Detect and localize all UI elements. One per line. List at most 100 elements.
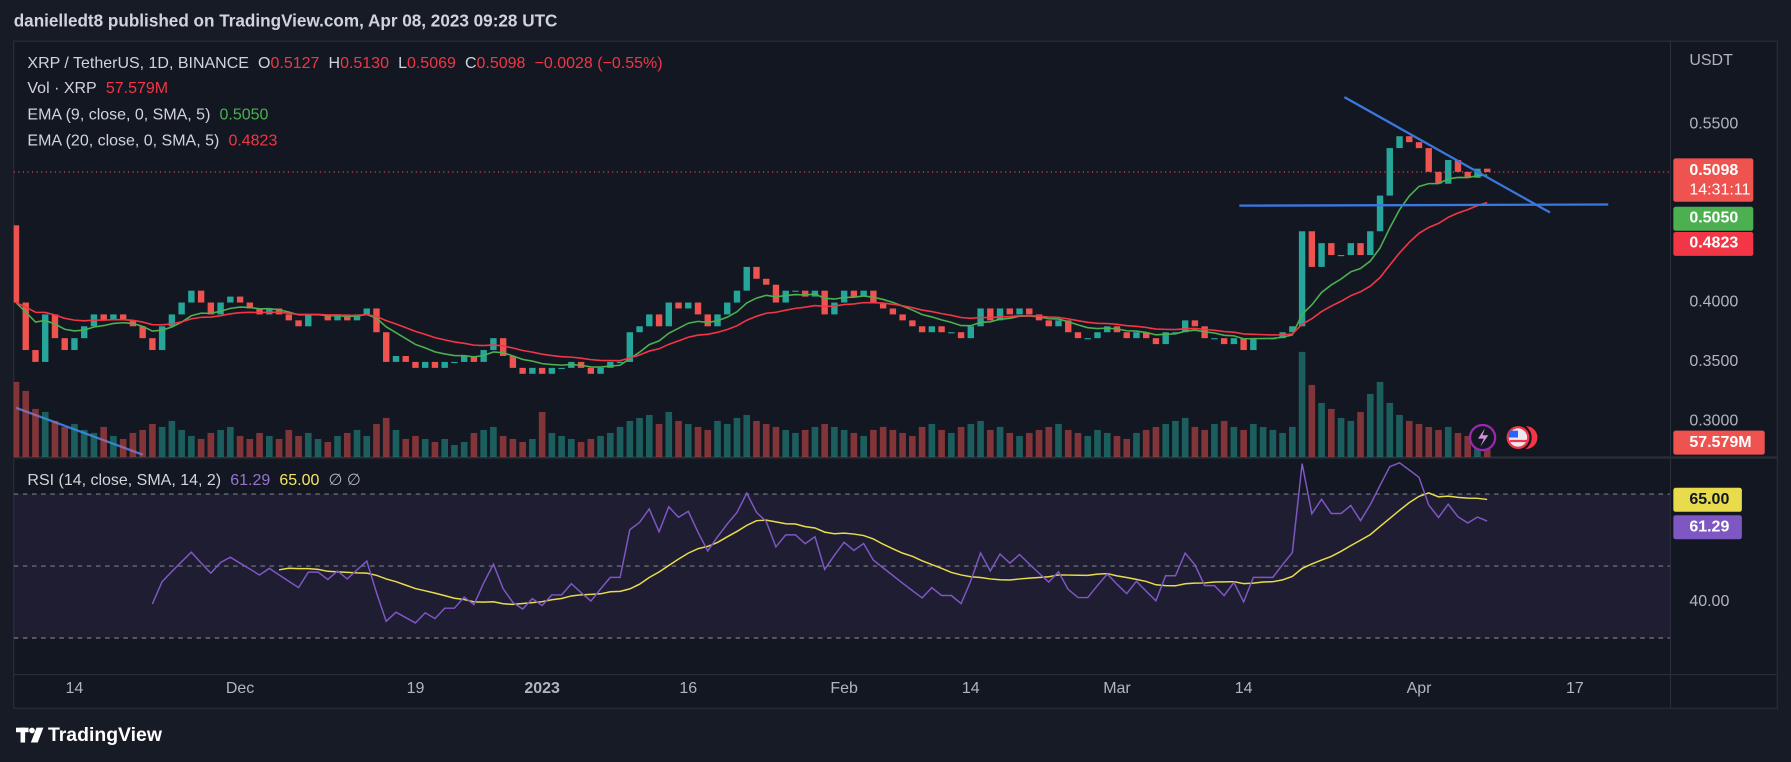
- candle-body: [236, 296, 244, 303]
- volume-bar: [684, 423, 692, 457]
- candle-body: [256, 308, 263, 315]
- candle-body: [1123, 332, 1130, 339]
- volume-bar: [1347, 420, 1355, 457]
- candle-body: [1289, 326, 1296, 333]
- candle-body: [178, 302, 185, 315]
- candle-body: [71, 338, 78, 351]
- candle-body: [529, 367, 536, 374]
- candle-body: [460, 355, 468, 362]
- candle-body: [772, 284, 780, 303]
- candle-body: [1045, 320, 1052, 327]
- axes: 0.5500 0.4000 0.3500 0.3000 14 Dec 19 2023 16 Feb…: [66, 116, 1765, 697]
- volume-bar: [1269, 429, 1277, 457]
- volume-bar: [753, 420, 760, 457]
- volume-bar: [704, 429, 712, 457]
- candle-body: [1142, 332, 1150, 339]
- candle-body: [22, 302, 29, 351]
- candle-body: [928, 326, 936, 333]
- ohlc-value: 0.5130: [340, 55, 389, 72]
- candle-body: [918, 326, 926, 333]
- volume-bar: [188, 435, 195, 457]
- volume-bar: [1064, 429, 1072, 457]
- candle-body: [792, 290, 799, 292]
- candle-body: [470, 355, 478, 362]
- volume-bar: [743, 414, 751, 457]
- volume-bar: [275, 438, 283, 457]
- volume-bar: [421, 438, 429, 457]
- candle-body: [32, 350, 39, 362]
- volume-bar: [694, 426, 702, 457]
- volume-bar: [723, 423, 731, 457]
- volume-bar: [1376, 381, 1384, 457]
- candle-body: [1211, 338, 1218, 340]
- candle-body: [636, 326, 643, 333]
- candle-body: [373, 308, 380, 333]
- volume-bar: [1006, 432, 1014, 457]
- volume-bar: [665, 411, 673, 457]
- candle-body: [1445, 159, 1452, 184]
- candle-body: [987, 308, 994, 321]
- price-plot: [13, 136, 1670, 457]
- candle-body: [499, 338, 507, 356]
- volume-bar: [860, 435, 867, 457]
- x-tick-label: Mar: [1103, 680, 1131, 697]
- volume-bar: [285, 429, 293, 457]
- volume-bar: [1133, 432, 1140, 457]
- candle-body: [1055, 320, 1062, 327]
- ohlc-key: L: [398, 55, 407, 72]
- volume-bar: [870, 429, 877, 457]
- volume-bar: [986, 429, 994, 457]
- candle-body: [646, 314, 653, 327]
- ema-label-box: [1673, 231, 1754, 256]
- volume-bar: [295, 435, 302, 457]
- candle-body: [334, 314, 341, 321]
- candle-body: [675, 302, 682, 309]
- volume-bar: [529, 438, 536, 457]
- volume-name: Vol · XRP: [27, 80, 96, 97]
- candle-body: [733, 290, 741, 303]
- footer-brand: TradingView: [48, 724, 163, 746]
- candle-body: [1484, 168, 1491, 173]
- volume-bar: [1094, 429, 1101, 457]
- candle-body: [1406, 136, 1413, 143]
- volume-bar: [402, 438, 410, 457]
- ema-line: [15, 174, 1488, 368]
- drawings: [1239, 96, 1609, 452]
- candle-body: [431, 361, 439, 368]
- candle-body: [821, 290, 828, 315]
- volume-bar: [499, 435, 507, 457]
- volume-bar: [256, 432, 263, 457]
- candle-body: [704, 314, 711, 327]
- ema-label: 0.4823: [1689, 235, 1738, 252]
- candle-body: [1376, 195, 1384, 232]
- volume-bar: [558, 435, 565, 457]
- candle-body: [1094, 332, 1101, 339]
- volume-bar: [100, 426, 107, 457]
- volume-bar: [119, 438, 127, 457]
- candle-body: [188, 290, 195, 303]
- candle-body: [616, 361, 624, 364]
- x-tick-label: Apr: [1407, 680, 1433, 697]
- candle-body: [782, 290, 789, 303]
- volume-bar: [772, 426, 780, 457]
- volume-bar: [1240, 429, 1247, 457]
- volume-bar: [1113, 435, 1121, 457]
- volume-bar: [519, 441, 526, 457]
- volume-bar: [762, 423, 770, 457]
- volume-bar: [616, 426, 624, 457]
- volume-bar: [909, 435, 916, 457]
- volume-bar: [1074, 432, 1082, 457]
- ohlc-value: 0.5069: [407, 55, 456, 72]
- candle-body: [42, 314, 49, 362]
- candle-body: [1347, 243, 1354, 256]
- ema-legend: EMA (20, close, 0, SMA, 5) 0.4823: [27, 133, 277, 150]
- candle-body: [392, 355, 400, 362]
- candle-body: [305, 314, 312, 327]
- rsi-tick-label: 40.00: [1689, 593, 1729, 610]
- volume-bar: [792, 432, 799, 457]
- volume-bar: [675, 420, 682, 457]
- candle-body: [685, 302, 692, 309]
- candle-body: [753, 266, 760, 279]
- candle-body: [13, 225, 20, 303]
